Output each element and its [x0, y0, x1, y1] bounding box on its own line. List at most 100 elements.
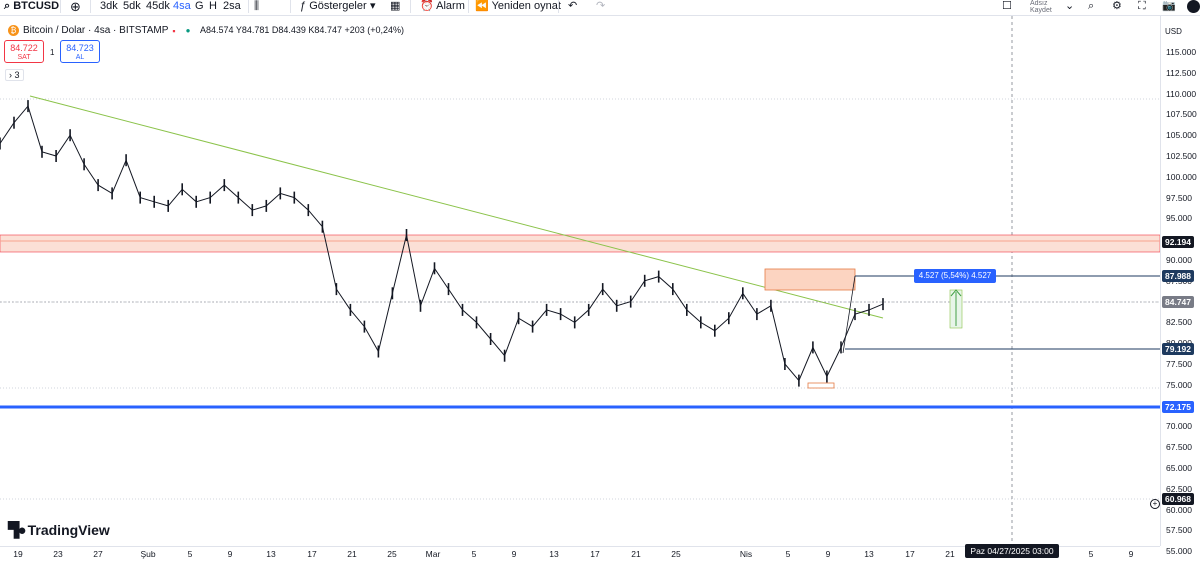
- replay-button[interactable]: ⏪ Yeniden oynat: [475, 0, 561, 16]
- time-tick: 21: [631, 549, 641, 559]
- alarm-button[interactable]: ⏰ Alarm: [420, 0, 465, 16]
- time-tick: Mar: [425, 549, 441, 559]
- toolbar-divider: [90, 0, 91, 13]
- time-tick: 13: [266, 549, 276, 559]
- price-tick: 90.000: [1166, 255, 1192, 265]
- time-tick: 9: [511, 549, 517, 559]
- price-label-72175[interactable]: 72.175: [1162, 401, 1194, 413]
- layout-name-button[interactable]: Adsız Kaydet: [1030, 0, 1052, 16]
- symbol-search-button[interactable]: ⌕ BTCUSD: [4, 0, 59, 16]
- interval-h[interactable]: H: [209, 0, 217, 12]
- interval-45dk[interactable]: 45dk: [146, 0, 170, 12]
- currency-label[interactable]: USD: [1165, 27, 1182, 36]
- toolbar-divider: [248, 0, 249, 13]
- publish-icon[interactable]: [1187, 0, 1200, 13]
- price-tick: 65.000: [1166, 463, 1192, 473]
- price-tick: 82.500: [1166, 317, 1192, 328]
- price-tick: 70.000: [1166, 421, 1192, 432]
- add-alert-plus-icon[interactable]: +: [1150, 499, 1160, 509]
- top-toolbar: ⌕ BTCUSD ⊕ 3dk 5dk 45dk 4sa G H 2sa ⫼ ƒ …: [0, 0, 1200, 16]
- layout-name: Adsız: [1030, 0, 1048, 7]
- buy-label: AL: [75, 54, 85, 61]
- price-tick: 112.500: [1166, 67, 1197, 78]
- settings-gear-icon[interactable]: ⚙: [1112, 0, 1122, 12]
- layout-icon[interactable]: ▦: [390, 0, 401, 12]
- search-icon: ⌕: [4, 0, 11, 12]
- price-tick: 55.000: [1166, 546, 1192, 557]
- price-label-84747[interactable]: 84.747: [1162, 296, 1194, 308]
- compare-add-icon[interactable]: ⊕: [70, 0, 81, 14]
- price-tick: 77.500: [1166, 359, 1192, 369]
- indicators-toggle[interactable]: › 3: [5, 69, 24, 81]
- alarm-clock-icon: ⏰: [420, 0, 434, 12]
- tv-logo-icon: ▜●: [8, 522, 27, 539]
- order-block-zone[interactable]: [764, 268, 856, 291]
- spread-value: 1: [50, 48, 55, 57]
- symbol-label: BTCUSD: [13, 0, 60, 12]
- time-tick: 13: [864, 549, 874, 559]
- time-axis[interactable]: [0, 546, 1160, 562]
- time-tick: 17: [590, 549, 600, 559]
- toolbar-divider: [60, 0, 61, 13]
- time-tick: 19: [13, 549, 23, 559]
- price-label-79192[interactable]: 79.192: [1162, 343, 1194, 355]
- price-chart[interactable]: [0, 16, 1160, 546]
- buy-price: 84.723: [66, 43, 94, 53]
- candle-type-icon[interactable]: ⫼: [254, 0, 260, 12]
- time-tick: Şub: [140, 549, 156, 559]
- time-tick: 9: [227, 549, 233, 559]
- time-tick: 21: [945, 549, 955, 559]
- time-tick: 17: [905, 549, 915, 559]
- time-tick: 5: [785, 549, 791, 559]
- time-tick: 5: [187, 549, 193, 559]
- measure-label[interactable]: 4.527 (5,54%) 4.527: [914, 269, 996, 283]
- interval-2sa[interactable]: 2sa: [223, 0, 241, 12]
- resistance-zone[interactable]: [0, 234, 1160, 253]
- ohlc-values: A84.574 Y84.781 D84.439 K84.747 +203 (+0…: [200, 25, 404, 35]
- price-tick: 75.000: [1166, 379, 1192, 390]
- sell-label: SAT: [17, 54, 31, 61]
- quick-search-icon[interactable]: ⌕: [1088, 0, 1095, 12]
- market-closed-icon: ▪: [172, 25, 176, 36]
- price-tick: 97.500: [1166, 192, 1192, 203]
- chevron-down-icon[interactable]: ⌄: [1065, 0, 1075, 12]
- interval-3dk[interactable]: 3dk: [100, 0, 118, 12]
- time-tick: 21: [347, 549, 357, 559]
- toolbar-divider: [290, 0, 291, 13]
- sell-button[interactable]: 84.722 SAT: [4, 40, 44, 63]
- price-tick: 95.000: [1166, 213, 1192, 224]
- price-tick: 67.500: [1166, 442, 1192, 453]
- indicators-button[interactable]: ƒ Göstergeler: [300, 0, 367, 16]
- camera-icon[interactable]: 📷: [1162, 0, 1176, 12]
- market-status-dot-icon: ●: [185, 26, 191, 35]
- price-label-60968[interactable]: 60.968: [1162, 493, 1194, 505]
- time-tick: 23: [53, 549, 63, 559]
- fullscreen-icon[interactable]: ⛶: [1138, 0, 1146, 12]
- time-tick: Nis: [739, 549, 753, 559]
- time-tick: 17: [307, 549, 317, 559]
- low-zone[interactable]: [807, 382, 835, 389]
- templates-icon[interactable]: ▾: [370, 0, 376, 12]
- price-label-87988[interactable]: 87.988: [1162, 270, 1194, 282]
- chevron-right-icon: ›: [9, 70, 12, 80]
- price-tick: 100.000: [1166, 171, 1197, 182]
- trendline[interactable]: [29, 95, 884, 319]
- toolbar-divider: [468, 0, 469, 13]
- interval-4sa[interactable]: 4sa: [173, 0, 191, 12]
- time-tick: 25: [671, 549, 681, 559]
- undo-icon[interactable]: ↶: [568, 0, 578, 12]
- buy-button[interactable]: 84.723 AL: [60, 40, 100, 63]
- layout-checkbox-icon[interactable]: ☐: [1002, 0, 1012, 12]
- measure-arrow-icon: [950, 289, 962, 326]
- symbol-legend[interactable]: ₿ Bitcoin / Dolar · 4sa · BITSTAMP ▪ ●: [8, 25, 190, 36]
- redo-icon[interactable]: ↷: [596, 0, 606, 12]
- interval-g[interactable]: G: [195, 0, 204, 12]
- tradingview-logo[interactable]: ▜● TradingView: [8, 521, 110, 539]
- price-axis[interactable]: [1160, 16, 1200, 546]
- sell-price: 84.722: [10, 43, 38, 53]
- interval-5dk[interactable]: 5dk: [123, 0, 141, 12]
- price-tick: 105.000: [1166, 130, 1197, 141]
- crosshair-time-label: Paz 04/27/2025 03:00: [965, 544, 1059, 558]
- price-label-92194[interactable]: 92.194: [1162, 236, 1194, 248]
- indicators-icon: ƒ: [300, 0, 307, 12]
